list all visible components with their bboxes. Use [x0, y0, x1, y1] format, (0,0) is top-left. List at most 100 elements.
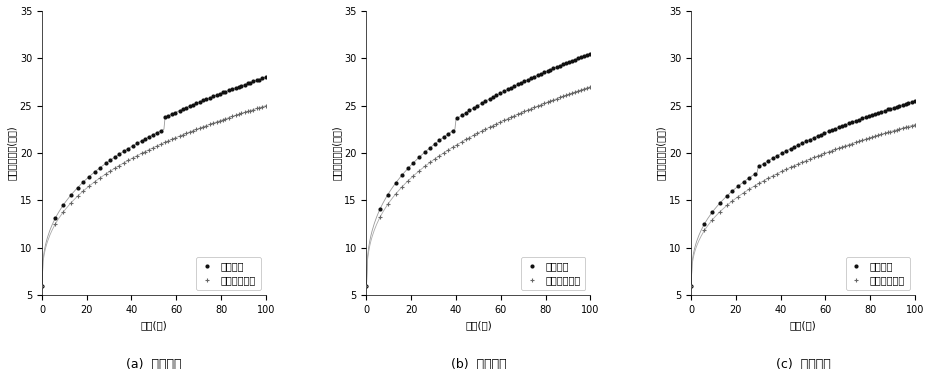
콘크리트도상 [814, 152, 829, 158]
자갈도상 [900, 100, 915, 106]
콘크리트도상 [161, 138, 176, 144]
콘크리트도상 [810, 153, 825, 159]
콘크리트도상 [892, 126, 907, 132]
콘크리트도상 [246, 107, 261, 113]
콘크리트도상 [506, 113, 521, 119]
자갈도상 [445, 128, 460, 134]
콘크리트도상 [527, 104, 542, 110]
자갈도상 [748, 171, 762, 177]
자갈도상 [867, 111, 882, 117]
자갈도상 [234, 83, 249, 89]
콘크리트도상 [514, 110, 529, 116]
콘크리트도상 [908, 122, 923, 128]
콘크리트도상 [423, 159, 438, 165]
콘크리트도상 [838, 143, 853, 149]
콘크리트도상 [454, 139, 469, 145]
자갈도상 [775, 150, 789, 156]
자갈도상 [246, 79, 261, 85]
자갈도상 [697, 221, 712, 227]
콘크리트도상 [88, 179, 102, 185]
자갈도상 [517, 78, 532, 84]
자갈도상 [34, 283, 49, 289]
자갈도상 [250, 77, 264, 83]
자갈도상 [150, 130, 165, 135]
자갈도상 [520, 77, 535, 83]
자갈도상 [466, 105, 481, 111]
콘크리트도상 [193, 125, 208, 131]
자갈도상 [565, 58, 580, 63]
자갈도상 [553, 63, 568, 69]
콘크리트도상 [543, 98, 558, 104]
콘크리트도상 [251, 105, 266, 111]
콘크리트도상 [102, 168, 117, 174]
자갈도상 [523, 75, 538, 81]
자갈도상 [107, 154, 122, 160]
콘크리트도상 [816, 151, 831, 156]
자갈도상 [121, 146, 136, 152]
자갈도상 [93, 165, 108, 170]
자갈도상 [222, 87, 236, 93]
콘크리트도상 [865, 134, 880, 140]
Text: (b)  간선철도: (b) 간선철도 [451, 358, 506, 369]
자갈도상 [485, 94, 500, 100]
자갈도상 [216, 90, 231, 96]
콘크리트도상 [212, 118, 227, 124]
자갈도상 [908, 98, 923, 104]
자갈도상 [852, 117, 867, 123]
자갈도상 [816, 130, 831, 136]
Text: (a)  고속철도: (a) 고속철도 [126, 358, 182, 369]
자갈도상 [112, 151, 127, 157]
자갈도상 [440, 131, 455, 137]
자갈도상 [874, 109, 889, 115]
콘크리트도상 [176, 132, 191, 138]
콘크리트도상 [172, 133, 187, 139]
자갈도상 [116, 148, 131, 154]
자갈도상 [705, 209, 720, 215]
자갈도상 [129, 140, 144, 146]
자갈도상 [482, 96, 497, 102]
자갈도상 [182, 103, 197, 109]
자갈도상 [579, 52, 594, 58]
자갈도상 [185, 102, 200, 108]
자갈도상 [803, 137, 817, 142]
자갈도상 [865, 112, 880, 118]
콘크리트도상 [474, 128, 489, 134]
콘크리트도상 [828, 146, 843, 152]
자갈도상 [395, 172, 410, 178]
콘크리트도상 [450, 142, 465, 148]
자갈도상 [731, 183, 746, 189]
자갈도상 [904, 99, 919, 105]
자갈도상 [206, 93, 221, 99]
콘크리트도상 [553, 94, 568, 100]
자갈도상 [583, 51, 598, 56]
콘크리트도상 [831, 145, 846, 151]
콘크리트도상 [125, 155, 140, 161]
자갈도상 [500, 86, 515, 92]
자갈도상 [806, 135, 821, 141]
자갈도상 [168, 110, 182, 115]
콘크리트도상 [121, 158, 136, 163]
자갈도상 [497, 88, 512, 94]
콘크리트도상 [189, 127, 204, 132]
콘크리트도상 [157, 139, 172, 145]
Y-axis label: 생애주기비용(억원): 생애주기비용(억원) [331, 126, 342, 180]
콘크리트도상 [510, 111, 525, 117]
자갈도상 [778, 148, 793, 154]
콘크리트도상 [504, 114, 519, 120]
콘크리트도상 [243, 108, 258, 114]
콘크리트도상 [848, 139, 863, 145]
콘크리트도상 [775, 169, 789, 175]
콘크리트도상 [761, 175, 776, 181]
콘크리트도상 [459, 137, 474, 142]
자갈도상 [838, 122, 853, 128]
콘크리트도상 [770, 171, 785, 177]
자갈도상 [176, 106, 191, 112]
콘크리트도상 [583, 84, 598, 90]
콘크리트도상 [559, 92, 573, 98]
콘크리트도상 [579, 85, 594, 91]
콘크리트도상 [359, 283, 374, 289]
콘크리트도상 [799, 158, 814, 163]
콘크리트도상 [573, 87, 588, 93]
콘크리트도상 [142, 146, 156, 152]
자갈도상 [224, 86, 239, 92]
